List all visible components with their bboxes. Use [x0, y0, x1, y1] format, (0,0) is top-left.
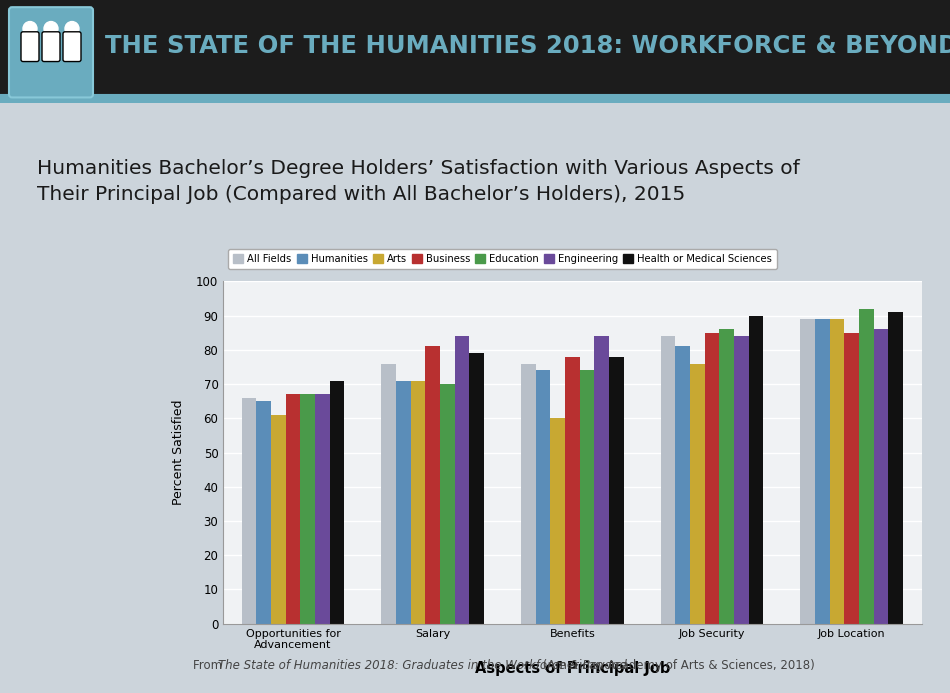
Bar: [749, 315, 764, 624]
Bar: [660, 336, 675, 624]
Bar: [300, 394, 315, 624]
Bar: [690, 364, 705, 624]
Text: (American Academy of Arts & Sciences, 2018): (American Academy of Arts & Sciences, 20…: [540, 659, 815, 672]
Bar: [874, 329, 888, 624]
Circle shape: [65, 21, 79, 36]
Bar: [315, 394, 330, 624]
Bar: [330, 380, 345, 624]
Bar: [410, 380, 426, 624]
Text: From: From: [194, 659, 226, 672]
Bar: [580, 370, 595, 624]
Bar: [734, 336, 749, 624]
Bar: [719, 329, 734, 624]
Bar: [609, 357, 624, 624]
Circle shape: [44, 21, 58, 36]
Bar: [469, 353, 484, 624]
Text: The State of Humanities 2018: Graduates in the Workforce & Beyond: The State of Humanities 2018: Graduates …: [218, 659, 627, 672]
Legend: All Fields, Humanities, Arts, Business, Education, Engineering, Health or Medica: All Fields, Humanities, Arts, Business, …: [228, 249, 777, 269]
FancyBboxPatch shape: [21, 32, 39, 62]
Bar: [705, 333, 719, 624]
Bar: [595, 336, 609, 624]
Bar: [536, 370, 550, 624]
Text: THE STATE OF THE HUMANITIES 2018: WORKFORCE & BEYOND: THE STATE OF THE HUMANITIES 2018: WORKFO…: [105, 34, 950, 58]
Bar: [675, 346, 690, 624]
Bar: [565, 357, 580, 624]
X-axis label: Aspects of Principal Job: Aspects of Principal Job: [475, 661, 670, 676]
Bar: [888, 312, 903, 624]
Bar: [800, 319, 815, 624]
Bar: [241, 398, 256, 624]
Bar: [381, 364, 396, 624]
Bar: [271, 415, 286, 624]
FancyBboxPatch shape: [63, 32, 81, 62]
Bar: [426, 346, 440, 624]
Bar: [845, 333, 859, 624]
FancyBboxPatch shape: [42, 32, 60, 62]
Bar: [521, 364, 536, 624]
Y-axis label: Percent Satisfied: Percent Satisfied: [172, 400, 185, 505]
Bar: [829, 319, 845, 624]
Bar: [859, 309, 874, 624]
Bar: [815, 319, 829, 624]
Bar: [396, 380, 410, 624]
Text: Humanities Bachelor’s Degree Holders’ Satisfaction with Various Aspects of
Their: Humanities Bachelor’s Degree Holders’ Sa…: [37, 159, 800, 204]
Bar: [256, 401, 271, 624]
Bar: [286, 394, 300, 624]
Circle shape: [23, 21, 37, 36]
FancyBboxPatch shape: [9, 7, 93, 98]
Bar: [550, 419, 565, 624]
Bar: [440, 384, 455, 624]
Bar: [455, 336, 469, 624]
